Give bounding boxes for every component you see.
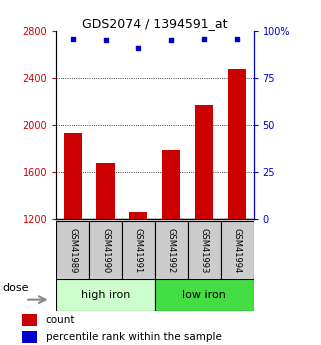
Bar <box>122 221 155 281</box>
Text: GSM41992: GSM41992 <box>167 228 176 274</box>
Bar <box>228 69 246 219</box>
Text: GSM41993: GSM41993 <box>200 228 209 274</box>
Bar <box>64 133 82 219</box>
Bar <box>129 212 147 219</box>
Text: GSM41990: GSM41990 <box>101 228 110 274</box>
Bar <box>188 221 221 281</box>
Bar <box>155 221 188 281</box>
Point <box>70 36 75 41</box>
Bar <box>56 279 155 311</box>
Bar <box>56 221 89 281</box>
Point <box>136 45 141 51</box>
Bar <box>195 105 213 219</box>
Text: count: count <box>46 315 75 325</box>
Point <box>202 36 207 41</box>
Bar <box>89 221 122 281</box>
Text: low iron: low iron <box>182 290 226 300</box>
Bar <box>162 150 180 219</box>
Bar <box>221 221 254 281</box>
Title: GDS2074 / 1394591_at: GDS2074 / 1394591_at <box>82 17 228 30</box>
Bar <box>155 279 254 311</box>
Point <box>169 38 174 43</box>
Bar <box>22 331 37 343</box>
Bar <box>22 314 37 326</box>
Point <box>103 38 108 43</box>
Bar <box>97 163 115 219</box>
Text: GSM41989: GSM41989 <box>68 228 77 274</box>
Point <box>235 36 240 41</box>
Text: dose: dose <box>3 283 29 293</box>
Text: GSM41991: GSM41991 <box>134 228 143 274</box>
Text: percentile rank within the sample: percentile rank within the sample <box>46 333 221 342</box>
Text: GSM41994: GSM41994 <box>233 228 242 274</box>
Text: high iron: high iron <box>81 290 130 300</box>
